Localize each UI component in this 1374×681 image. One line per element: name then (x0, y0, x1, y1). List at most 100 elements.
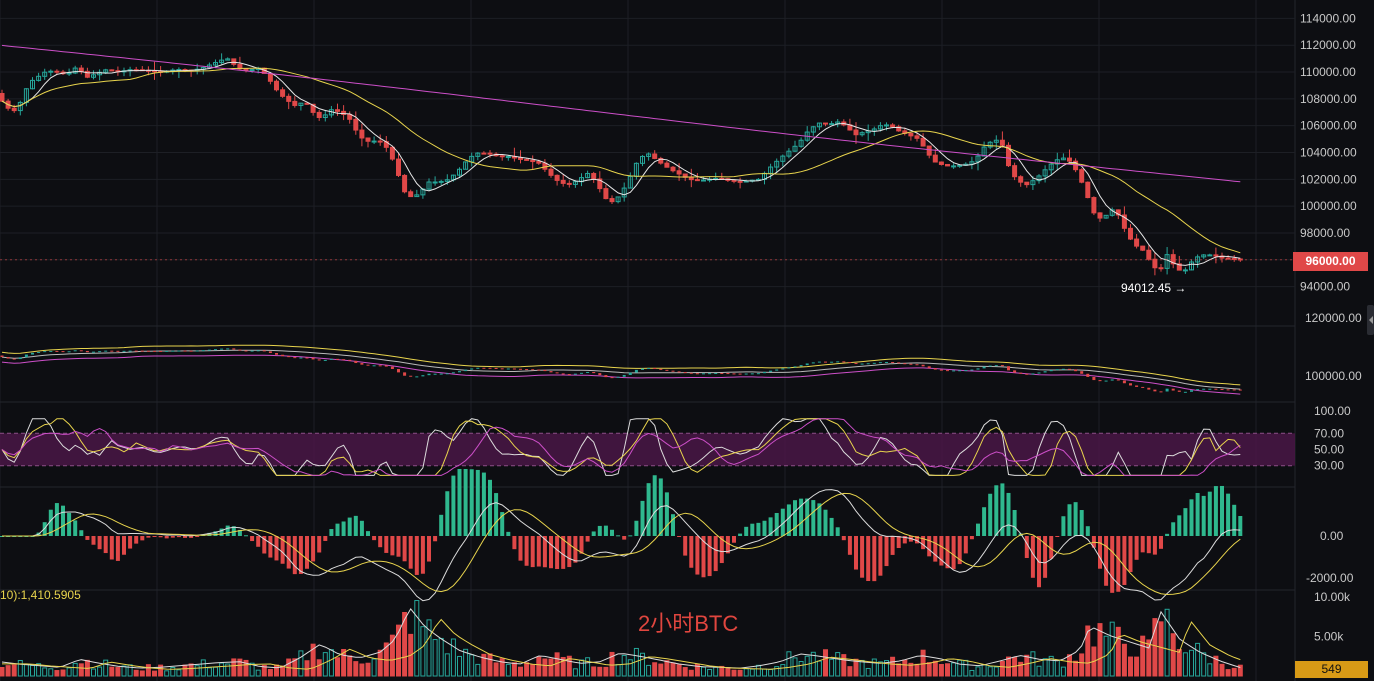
volume-bar (1079, 653, 1085, 677)
macd-histogram-bar (1159, 536, 1163, 549)
volume-bar (810, 651, 816, 677)
boll-candle (671, 370, 675, 372)
macd-histogram-bar (976, 523, 980, 536)
boll-candle (342, 359, 346, 361)
volume-bar (60, 669, 66, 677)
boll-candle (427, 373, 431, 376)
macd-histogram-bar (963, 536, 968, 554)
macd-histogram-bar (1073, 502, 1078, 536)
boll-candle (842, 361, 846, 363)
candle-body (890, 124, 896, 128)
boll-candle (573, 373, 577, 375)
candle-body (566, 182, 572, 185)
volume-bar (347, 655, 353, 677)
macd-histogram-bar (969, 536, 974, 540)
volume-bar (664, 660, 670, 677)
volume-bar (847, 666, 853, 677)
boll-candle (647, 367, 651, 369)
boll-candle (1104, 380, 1108, 382)
candle-body (1140, 245, 1146, 251)
volume-bar (566, 655, 572, 677)
macd-histogram-bar (347, 517, 352, 536)
candle-body (951, 165, 957, 168)
macd-histogram-bar (884, 536, 889, 567)
macd-histogram-bar (1207, 491, 1212, 536)
boll-candle (689, 372, 693, 374)
volume-bar (932, 660, 938, 677)
boll-candle (128, 350, 132, 352)
volume-bar (1115, 626, 1121, 677)
macd-histogram-bar (713, 536, 718, 572)
volume-bar (133, 669, 139, 677)
rsi-tick-label: 70.00 (1314, 426, 1344, 440)
candle-body (1176, 263, 1182, 271)
rsi-tick-label: 50.00 (1314, 443, 1344, 457)
collapse-handle-icon[interactable] (1367, 305, 1374, 335)
volume-bar (353, 661, 359, 677)
macd-histogram-bar (359, 520, 364, 536)
boll-candle (1159, 391, 1163, 393)
macd-histogram-bar (372, 536, 377, 541)
boll-candle (336, 358, 339, 360)
macd-tick-label: -2000.00 (1306, 571, 1354, 585)
volume-bar (1207, 663, 1213, 677)
macd-histogram-bar (646, 483, 651, 536)
volume-bar (676, 664, 682, 677)
boll-candle (18, 357, 22, 360)
boll-candle (659, 368, 663, 370)
volume-bar (682, 667, 688, 677)
volume-bar (670, 662, 676, 677)
boll-candle (756, 373, 760, 375)
macd-histogram-bar (915, 536, 919, 544)
candle-body (1158, 267, 1164, 270)
boll-candle (366, 364, 370, 366)
macd-histogram-bar (957, 536, 962, 565)
candle-body (810, 126, 816, 133)
candle-body (1152, 258, 1158, 269)
macd-histogram-bar (1177, 515, 1182, 536)
volume-bar (908, 662, 914, 677)
candle-body (877, 125, 883, 130)
volume-bar (993, 666, 999, 677)
volume-bar (731, 669, 737, 677)
volume-bar (1182, 652, 1188, 677)
candle-body (737, 180, 743, 183)
boll-candle (586, 371, 590, 373)
macd-histogram-bar (1183, 508, 1188, 536)
volume-bar (237, 658, 243, 677)
volume-bar (432, 639, 438, 677)
volume-bar (121, 665, 127, 677)
macd-histogram-bar (774, 512, 779, 536)
price-tick-label: 106000.00 (1300, 119, 1357, 133)
candle-body (1036, 175, 1042, 182)
boll-candle (415, 376, 419, 378)
macd-histogram-bar (42, 522, 47, 536)
macd-histogram-bar (512, 536, 517, 550)
macd-histogram-bar (841, 536, 846, 541)
boll-candle (1080, 371, 1084, 374)
volume-bar (11, 664, 17, 677)
boll-candle (769, 370, 773, 372)
candle-body (371, 140, 377, 143)
boll-candle (232, 348, 236, 350)
macd-histogram-bar (567, 536, 572, 568)
volume-bar (1201, 652, 1207, 677)
macd-histogram-bar (219, 528, 224, 536)
macd-histogram-bar (445, 491, 450, 536)
volume-bar (414, 600, 420, 677)
candle-body (408, 191, 414, 198)
boll-candle (909, 363, 913, 365)
boll-candle (915, 364, 919, 366)
macd-histogram-bar (390, 536, 395, 556)
volume-bar (463, 648, 469, 677)
boll-candle (317, 359, 321, 361)
boll-candle (976, 368, 980, 370)
boll-candle (994, 365, 998, 367)
volume-bar (853, 658, 859, 677)
volume-bar (896, 663, 902, 677)
boll-candle (1000, 365, 1004, 367)
candle-body (499, 155, 505, 158)
boll-candle (238, 349, 242, 351)
volume-bar (658, 663, 664, 677)
